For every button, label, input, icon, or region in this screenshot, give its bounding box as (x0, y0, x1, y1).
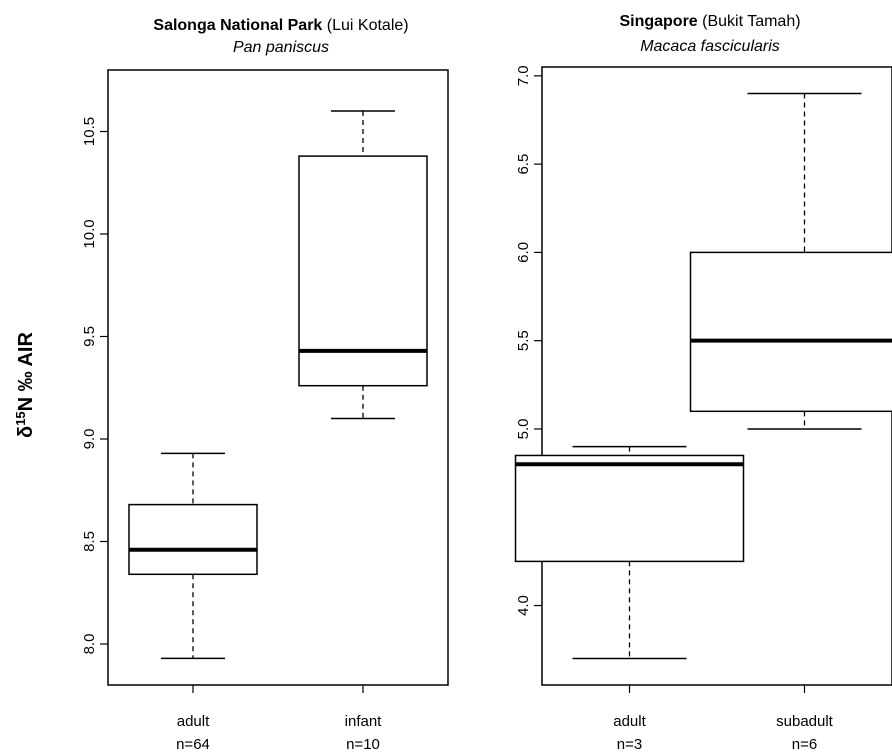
x-tick-n-label: n=64 (176, 736, 210, 753)
x-tick-label: infant (345, 713, 383, 730)
x-tick-label: adult (177, 713, 210, 730)
plot-frame (107, 69, 449, 686)
box-iqr (128, 503, 258, 576)
chart-title-bold: Salonga National Park (153, 17, 322, 34)
chart-panel-1: Salonga National Park (Lui Kotale) Pan pa… (81, 17, 449, 753)
y-tick-label: 5.0 (515, 419, 532, 440)
x-tick-n-label: n=3 (617, 736, 642, 753)
y-tick-label: 10.0 (81, 219, 98, 248)
y-axis-label: δ15N ‰ AIR (13, 332, 37, 438)
x-tick-label: adult (613, 713, 646, 730)
chart-panel-2: Singapore (Bukit Tamah) Macaca fascicular… (514, 13, 892, 753)
chart-title: Salonga National Park (Lui Kotale) (153, 17, 408, 34)
y-tick-label: 6.5 (515, 154, 532, 175)
chart-subtitle: Macaca fascicularis (640, 38, 780, 55)
chart-title: Singapore (Bukit Tamah) (619, 13, 800, 30)
box-subadult (689, 92, 892, 430)
box-adult (128, 452, 258, 660)
box-iqr (514, 454, 745, 563)
x-tick-n-label: n=6 (792, 736, 817, 753)
chart-title-bold: Singapore (619, 13, 697, 30)
y-tick-label: 9.0 (81, 429, 98, 450)
chart-subtitle: Pan paniscus (233, 39, 329, 56)
box-adult (514, 445, 745, 660)
y-tick-label: 4.0 (515, 595, 532, 616)
x-tick-label: subadult (776, 713, 834, 730)
chart-title-regular: (Bukit Tamah) (698, 13, 801, 30)
y-tick-label: 10.5 (81, 117, 98, 146)
y-tick-label: 6.0 (515, 242, 532, 263)
y-tick-label: 8.5 (81, 531, 98, 552)
chart-title-regular: (Lui Kotale) (322, 17, 408, 34)
y-tick-label: 9.5 (81, 326, 98, 347)
x-tick-n-label: n=10 (346, 736, 380, 753)
plot-frame (541, 66, 892, 686)
y-tick-label: 8.0 (81, 634, 98, 655)
box-iqr (689, 251, 892, 413)
box-infant (298, 110, 428, 420)
y-tick-label: 5.5 (515, 330, 532, 351)
box-iqr (298, 155, 428, 387)
y-tick-label: 7.0 (515, 65, 532, 86)
